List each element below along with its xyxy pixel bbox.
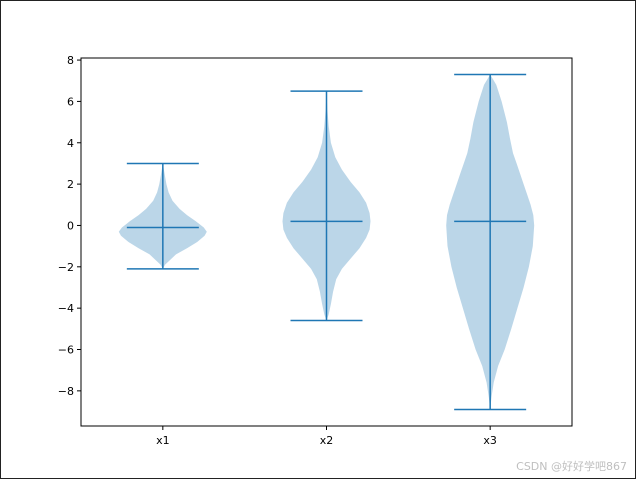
x-tick-label: x1 — [156, 434, 170, 447]
watermark: CSDN @好好学吧867 — [516, 460, 627, 473]
y-tick-label: −2 — [58, 261, 74, 274]
y-tick-label: 8 — [67, 54, 74, 67]
x-tick-label: x3 — [483, 434, 497, 447]
y-tick-label: 0 — [67, 219, 74, 232]
y-tick-label: 2 — [67, 178, 74, 191]
x-tick-label: x2 — [320, 434, 334, 447]
y-tick-label: −6 — [58, 344, 74, 357]
y-tick-label: 4 — [67, 137, 74, 150]
y-tick-label: 6 — [67, 95, 74, 108]
y-tick-label: −8 — [58, 385, 74, 398]
y-tick-label: −4 — [58, 302, 74, 315]
